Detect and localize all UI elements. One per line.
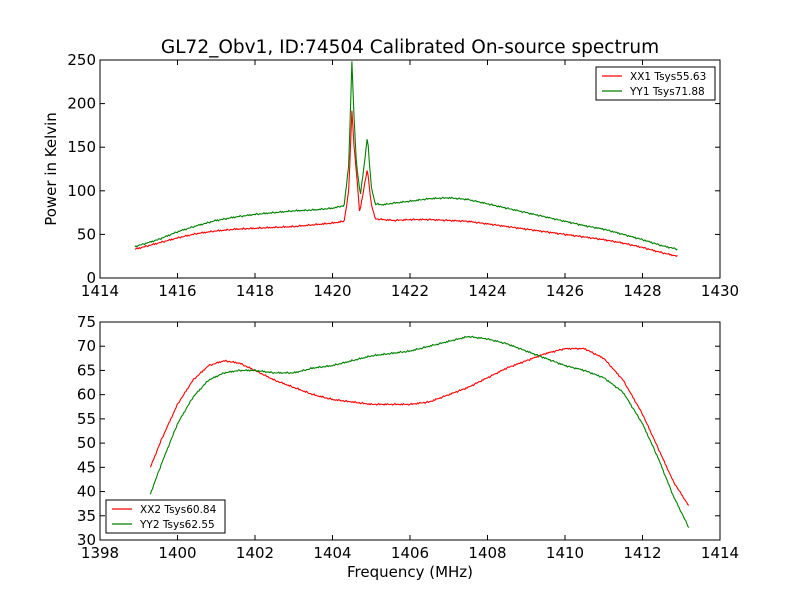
subplot-1: 1414 1416 1418 1420 1422 1424 1426 1428 1430 0 50 1…	[42, 51, 739, 300]
y-tick-label: 35	[77, 507, 96, 525]
y-tick-label: 30	[77, 531, 96, 549]
x-tick-label: 1410	[546, 544, 584, 562]
x-tick-label: 1426	[546, 282, 584, 300]
chart-title: GL72_Obv1, ID:74504 Calibrated On-source…	[161, 37, 659, 58]
y-tick-label: 75	[77, 313, 96, 331]
x-tick-label: 1414	[701, 544, 739, 562]
x-tick-label: 1416	[158, 282, 196, 300]
legend-label: YY2 Tsys62.55	[139, 519, 215, 531]
x-tick-label: 1428	[623, 282, 661, 300]
y-tick-label: 50	[77, 225, 96, 243]
x-tick-label: 1424	[468, 282, 506, 300]
legend-label: XX1 Tsys55.63	[630, 71, 706, 83]
y-tick-label: 0	[86, 269, 96, 287]
y-tick-label: 55	[77, 410, 96, 428]
x-tick-label: 1430	[701, 282, 739, 300]
x-axis-label: Frequency (MHz)	[347, 563, 473, 581]
x-tick-label: 1402	[236, 544, 274, 562]
x-tick-label: 1414	[81, 282, 119, 300]
y-tick-label: 150	[67, 138, 96, 156]
y-tick-label: 40	[77, 483, 96, 501]
x-tick-label: 1404	[313, 544, 351, 562]
y-tick-label: 65	[77, 361, 96, 379]
x-tick-label: 1422	[391, 282, 429, 300]
legend-label: XX2 Tsys60.84	[140, 504, 217, 516]
legend-label: YY1 Tsys71.88	[629, 86, 705, 98]
y-tick-label: 200	[67, 95, 96, 113]
x-tick-label: 1418	[236, 282, 274, 300]
series-line-1-2	[134, 61, 678, 251]
x-tick-label: 1398	[81, 544, 119, 562]
y-tick-label: 60	[77, 386, 96, 404]
y-tick-label: 50	[77, 434, 96, 452]
legend-box	[595, 66, 716, 101]
y-axis-label: Power in Kelvin	[42, 112, 60, 226]
y-tick-label: 250	[67, 51, 96, 69]
legend: XX2 Tsys60.84 YY2 Tsys62.55	[105, 499, 226, 534]
subplot-2: 1398 1400 1402 1404 1406 1408 1410 1412 1414 30 35…	[77, 313, 739, 581]
y-tick-label: 100	[67, 182, 96, 200]
legend: XX1 Tsys55.63 YY1 Tsys71.88	[595, 66, 716, 101]
series-line-2-2	[149, 335, 690, 528]
x-tick-label: 1408	[468, 544, 506, 562]
x-tick-label: 1412	[623, 544, 661, 562]
x-tick-label: 1400	[158, 544, 196, 562]
legend-box	[105, 499, 226, 534]
series-line-2-1	[149, 347, 690, 506]
y-tick-label: 45	[77, 458, 96, 476]
x-tick-label: 1420	[313, 282, 351, 300]
x-tick-label: 1406	[391, 544, 429, 562]
y-tick-label: 70	[77, 337, 96, 355]
series-line-1-1	[134, 110, 678, 257]
